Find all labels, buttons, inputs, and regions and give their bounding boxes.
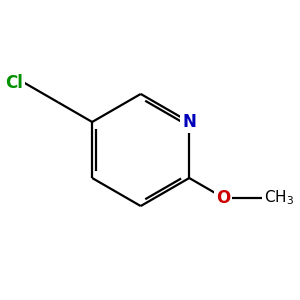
Text: N: N	[182, 113, 196, 131]
Text: O: O	[216, 189, 230, 207]
Text: Cl: Cl	[5, 74, 23, 92]
Text: CH$_3$: CH$_3$	[264, 188, 294, 207]
